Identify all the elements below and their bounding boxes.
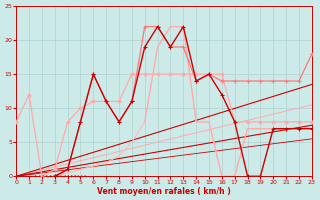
Text: ← ↑ ↖↖↖↑↑↑↖↗↑↑↑↖↖↖→→→→→→→→→: ← ↑ ↖↖↖↑↑↑↖↗↑↑↑↖↖↖→→→→→→→→→ — [29, 175, 119, 179]
X-axis label: Vent moyen/en rafales ( km/h ): Vent moyen/en rafales ( km/h ) — [97, 187, 231, 196]
